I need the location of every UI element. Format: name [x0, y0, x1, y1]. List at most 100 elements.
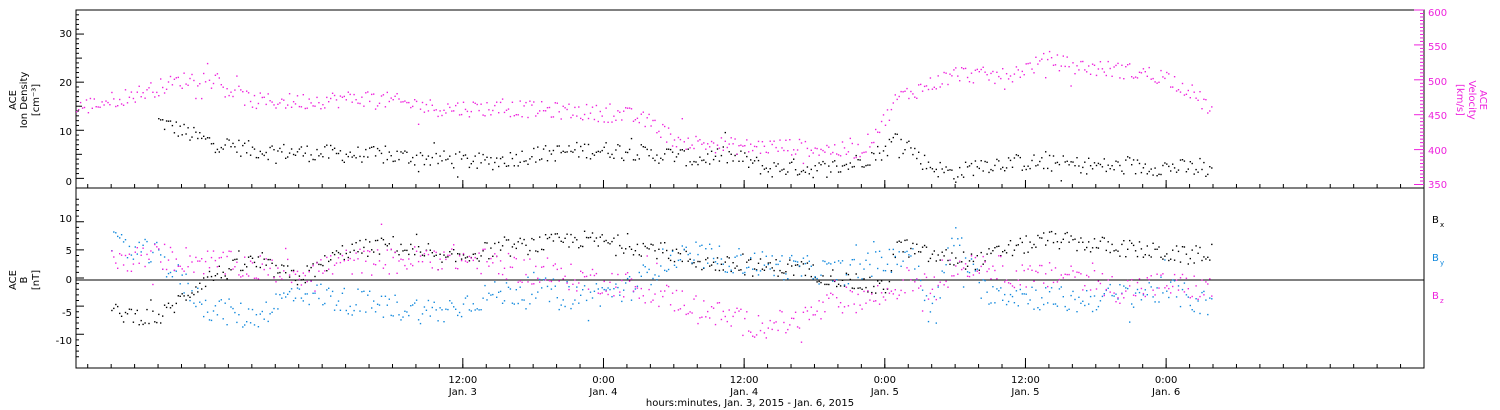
- data-point: [138, 262, 140, 264]
- data-point: [179, 283, 181, 285]
- data-point: [787, 171, 789, 173]
- data-point: [947, 259, 949, 262]
- data-point: [626, 107, 629, 109]
- data-point: [1168, 165, 1170, 168]
- data-point: [779, 269, 781, 272]
- data-point: [529, 100, 531, 102]
- data-point: [134, 251, 136, 253]
- data-point: [535, 250, 537, 252]
- data-point: [789, 324, 791, 326]
- data-point: [322, 156, 324, 158]
- data-point: [775, 321, 777, 323]
- data-point: [353, 249, 355, 252]
- data-point: [119, 253, 121, 255]
- data-point: [908, 140, 910, 142]
- data-point: [197, 85, 199, 87]
- x-tick-label-time: 0:00: [1155, 375, 1177, 386]
- data-point: [414, 302, 416, 304]
- data-point: [158, 118, 160, 120]
- data-point: [666, 141, 668, 143]
- data-point: [929, 311, 932, 313]
- data-point: [464, 257, 467, 259]
- data-point: [486, 261, 488, 263]
- data-point: [859, 304, 861, 306]
- data-point: [677, 259, 680, 262]
- data-point: [921, 310, 924, 312]
- data-point: [703, 267, 705, 269]
- data-point: [873, 152, 875, 155]
- data-point: [124, 254, 127, 257]
- data-point: [697, 322, 699, 325]
- data-point: [255, 314, 258, 316]
- data-point: [287, 265, 289, 267]
- top-right-tick-label: 500: [1428, 77, 1447, 88]
- data-point: [212, 279, 215, 281]
- data-point: [953, 264, 955, 266]
- data-point: [865, 164, 867, 167]
- data-point: [769, 319, 771, 322]
- data-point: [199, 83, 201, 85]
- data-point: [437, 320, 439, 322]
- data-point: [304, 107, 306, 110]
- data-point: [691, 312, 693, 314]
- data-point: [576, 290, 578, 292]
- data-point: [556, 102, 558, 104]
- data-point: [1066, 273, 1068, 276]
- data-point: [126, 270, 129, 272]
- data-point: [388, 243, 390, 245]
- data-point: [634, 119, 637, 121]
- data-point: [923, 154, 926, 157]
- data-point: [736, 307, 738, 309]
- data-point: [869, 146, 871, 148]
- axis-title-line: Ion Density: [19, 72, 30, 129]
- data-point: [834, 280, 836, 283]
- data-point: [337, 300, 340, 302]
- data-point: [595, 237, 598, 239]
- data-point: [1119, 302, 1121, 304]
- data-point: [1043, 232, 1045, 234]
- data-point: [857, 276, 859, 279]
- data-point: [179, 295, 181, 297]
- data-point: [1177, 250, 1180, 253]
- data-point: [331, 290, 334, 293]
- top-right-axis-title: ACE Velocity [km/s]: [1454, 80, 1488, 119]
- data-point: [1119, 77, 1121, 79]
- bottom-tick-label: 0: [66, 275, 72, 286]
- data-point: [710, 150, 713, 152]
- data-point: [810, 168, 812, 171]
- data-point: [417, 246, 420, 248]
- data-point: [789, 257, 791, 259]
- data-point: [802, 162, 805, 165]
- data-point: [638, 297, 640, 299]
- data-point: [607, 152, 609, 155]
- data-point: [384, 295, 387, 297]
- data-point: [1064, 65, 1066, 68]
- data-point: [150, 261, 152, 263]
- data-point: [1000, 168, 1002, 170]
- data-point: [632, 290, 635, 292]
- data-point: [1127, 287, 1129, 290]
- data-point: [1086, 173, 1088, 175]
- data-point: [230, 91, 232, 93]
- data-point: [783, 149, 785, 152]
- data-point: [349, 251, 351, 253]
- data-point: [482, 248, 484, 251]
- data-point: [392, 315, 394, 317]
- data-point: [646, 148, 648, 151]
- data-point: [294, 103, 297, 105]
- data-point: [617, 234, 619, 236]
- data-point: [646, 271, 648, 274]
- data-point: [568, 246, 570, 248]
- data-point: [218, 151, 220, 153]
- data-point: [855, 273, 857, 275]
- data-point: [791, 161, 793, 163]
- data-point: [451, 302, 453, 304]
- data-point: [628, 107, 631, 109]
- data-point: [455, 308, 457, 310]
- data-point: [163, 304, 166, 306]
- data-point: [841, 141, 844, 143]
- data-point: [597, 120, 599, 123]
- series-By: [111, 227, 1213, 328]
- data-point: [246, 90, 248, 92]
- data-point: [744, 152, 746, 154]
